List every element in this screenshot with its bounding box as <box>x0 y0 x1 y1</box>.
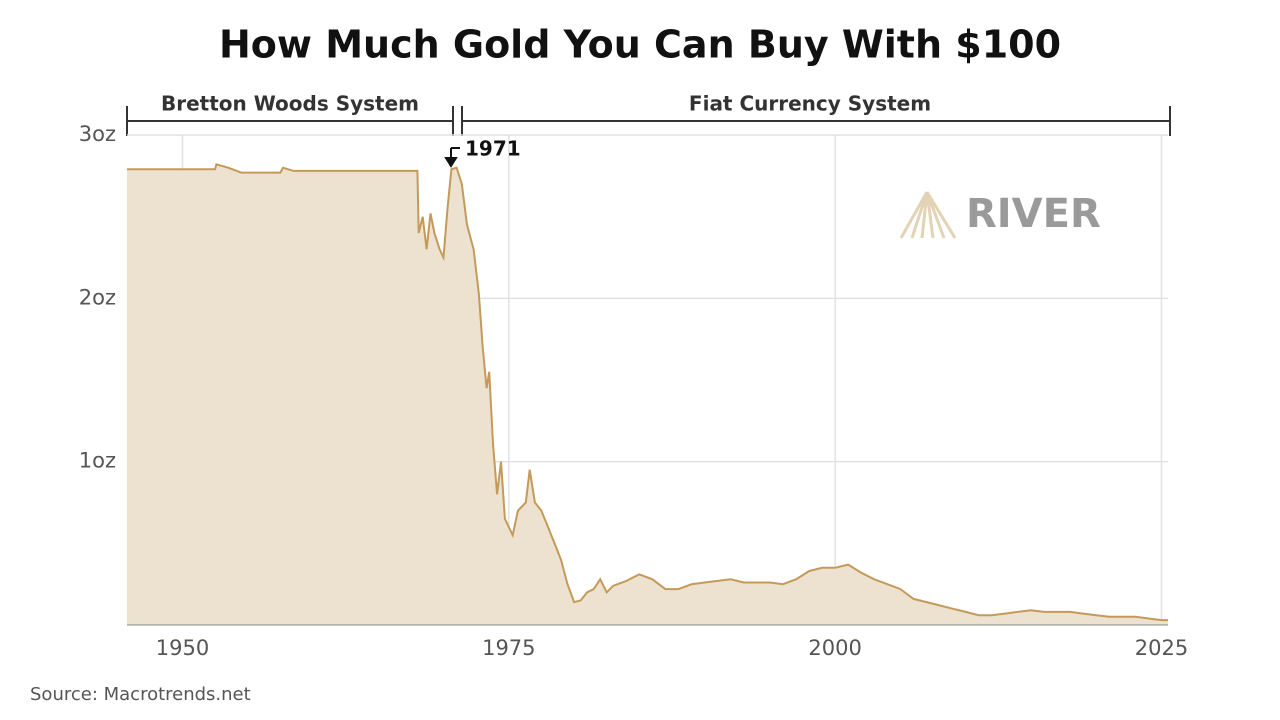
logo-icon <box>899 191 957 239</box>
area-fill <box>127 164 1168 625</box>
x-tick-label: 1950 <box>156 636 209 660</box>
y-tick-label: 2oz <box>79 285 116 309</box>
x-tick-label: 2025 <box>1135 636 1188 660</box>
annotation-marker <box>444 147 460 168</box>
period-label: Bretton Woods System <box>161 92 419 116</box>
logo <box>899 191 957 239</box>
annotation: 1971 <box>465 137 521 161</box>
period-brackets <box>126 106 1171 136</box>
annotation-arrow <box>444 147 460 168</box>
source: Source: Macrotrends.net <box>30 684 251 705</box>
area-line <box>127 163 1168 622</box>
y-tick-label: 1oz <box>79 449 116 473</box>
x-tick-label: 2000 <box>808 636 861 660</box>
y-tick-label: 3oz <box>79 122 116 146</box>
chart-title: How Much Gold You Can Buy With $100 <box>219 23 1061 67</box>
watermark: RIVER <box>966 191 1101 237</box>
x-tick-label: 1975 <box>482 636 535 660</box>
period-label: Fiat Currency System <box>689 92 931 116</box>
plot <box>127 163 1168 625</box>
